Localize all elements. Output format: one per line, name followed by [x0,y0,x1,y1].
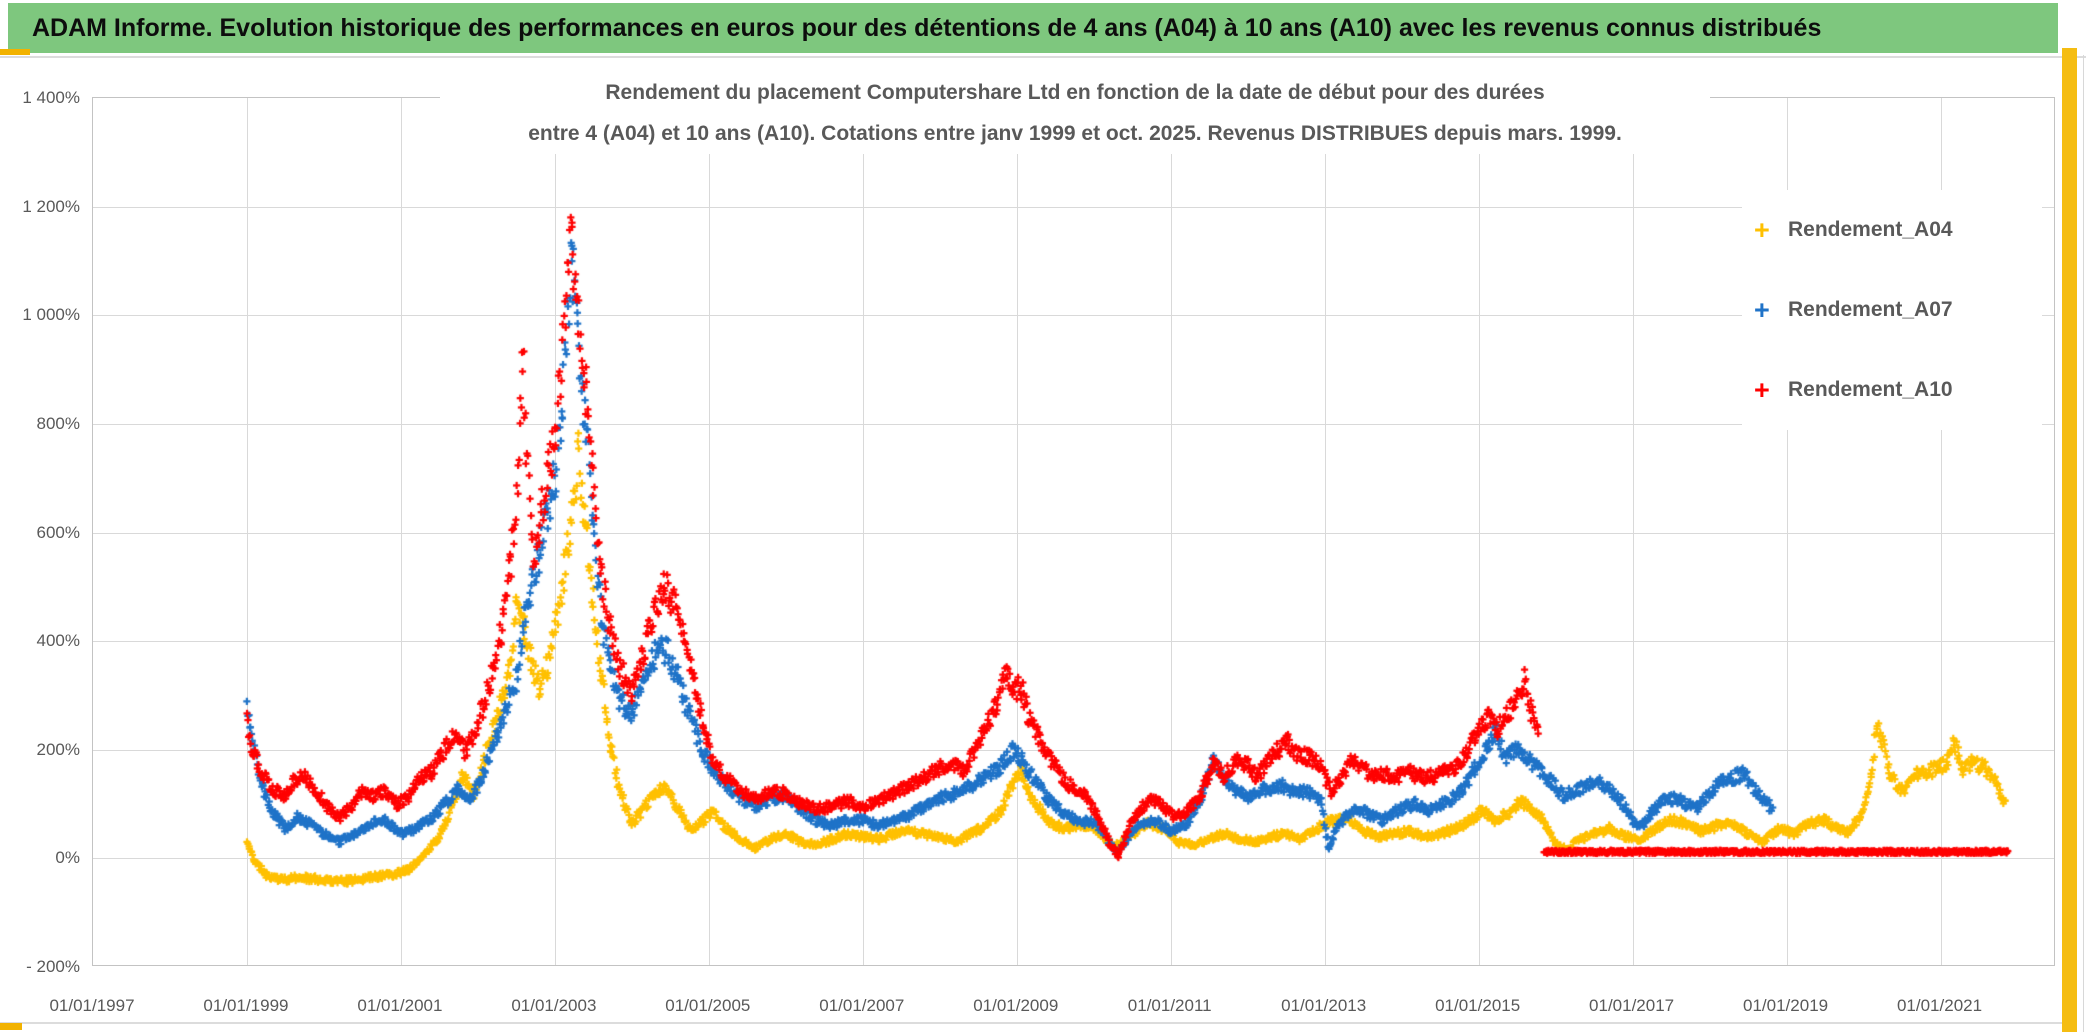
gold-accent-top-left [0,49,30,55]
x-tick-label: 01/01/2001 [357,996,443,1015]
x-tick-label: 01/01/1997 [49,996,135,1015]
y-tick-label: 1 400% [22,88,80,107]
legend-item-label: Rendement_A04 [1788,218,1953,241]
x-tick-label: 01/01/2015 [1435,996,1521,1015]
legend-item-label: Rendement_A10 [1788,378,1953,401]
x-tick-label: 01/01/2003 [511,996,597,1015]
x-tick-label: 01/01/2009 [973,996,1059,1015]
y-tick-label: - 200% [26,957,80,976]
y-tick-label: 800% [36,413,80,433]
y-tick-label: 0% [55,848,80,868]
y-tick-label: 1 000% [22,305,80,325]
right-cell-hairline [2083,55,2084,1032]
bottom-divider-rule [0,1022,2062,1024]
plot-area [92,97,2055,966]
x-tick-label: 01/01/1999 [203,996,289,1015]
x-tick-label: 01/01/2019 [1743,996,1829,1015]
y-tick-label: 200% [36,739,80,759]
header-divider-rule [0,56,2086,58]
gold-accent-bottom-left [0,1023,22,1030]
legend-item: + Rendement_A07 [1742,270,2042,350]
chart-title-line2: entre 4 (A04) et 10 ans (A10). Cotations… [528,122,1622,145]
y-tick-label: 400% [36,631,80,651]
plus-marker-icon: + [1754,214,1770,245]
x-tick-label: 01/01/2017 [1589,996,1675,1015]
x-tick-label: 01/01/2021 [1896,996,1983,1015]
x-tick-label: 01/01/2005 [665,996,751,1015]
plus-marker-icon: + [1754,294,1770,325]
plus-marker-icon: + [1754,374,1770,405]
chart-title-line1: Rendement du placement Computershare Ltd… [605,81,1545,104]
gold-accent-right-strip [2062,48,2077,1032]
x-tick-label: 01/01/2013 [1281,996,1367,1015]
y-tick-label: 1 200% [22,196,80,216]
y-tick-label: 600% [36,522,80,542]
chart-legend: + Rendement_A04 + Rendement_A07 + Rendem… [1742,190,2042,430]
scatter-points-canvas [93,98,2054,965]
report-header-banner: ADAM Informe. Evolution historique des p… [8,3,2058,53]
legend-item: + Rendement_A10 [1742,350,2042,430]
chart-title: Rendement du placement Computershare Ltd… [440,72,1710,154]
legend-item: + Rendement_A04 [1742,190,2042,270]
legend-item-label: Rendement_A07 [1788,298,1953,321]
x-tick-label: 01/01/2011 [1127,996,1212,1015]
x-tick-label: 01/01/2007 [819,996,905,1015]
